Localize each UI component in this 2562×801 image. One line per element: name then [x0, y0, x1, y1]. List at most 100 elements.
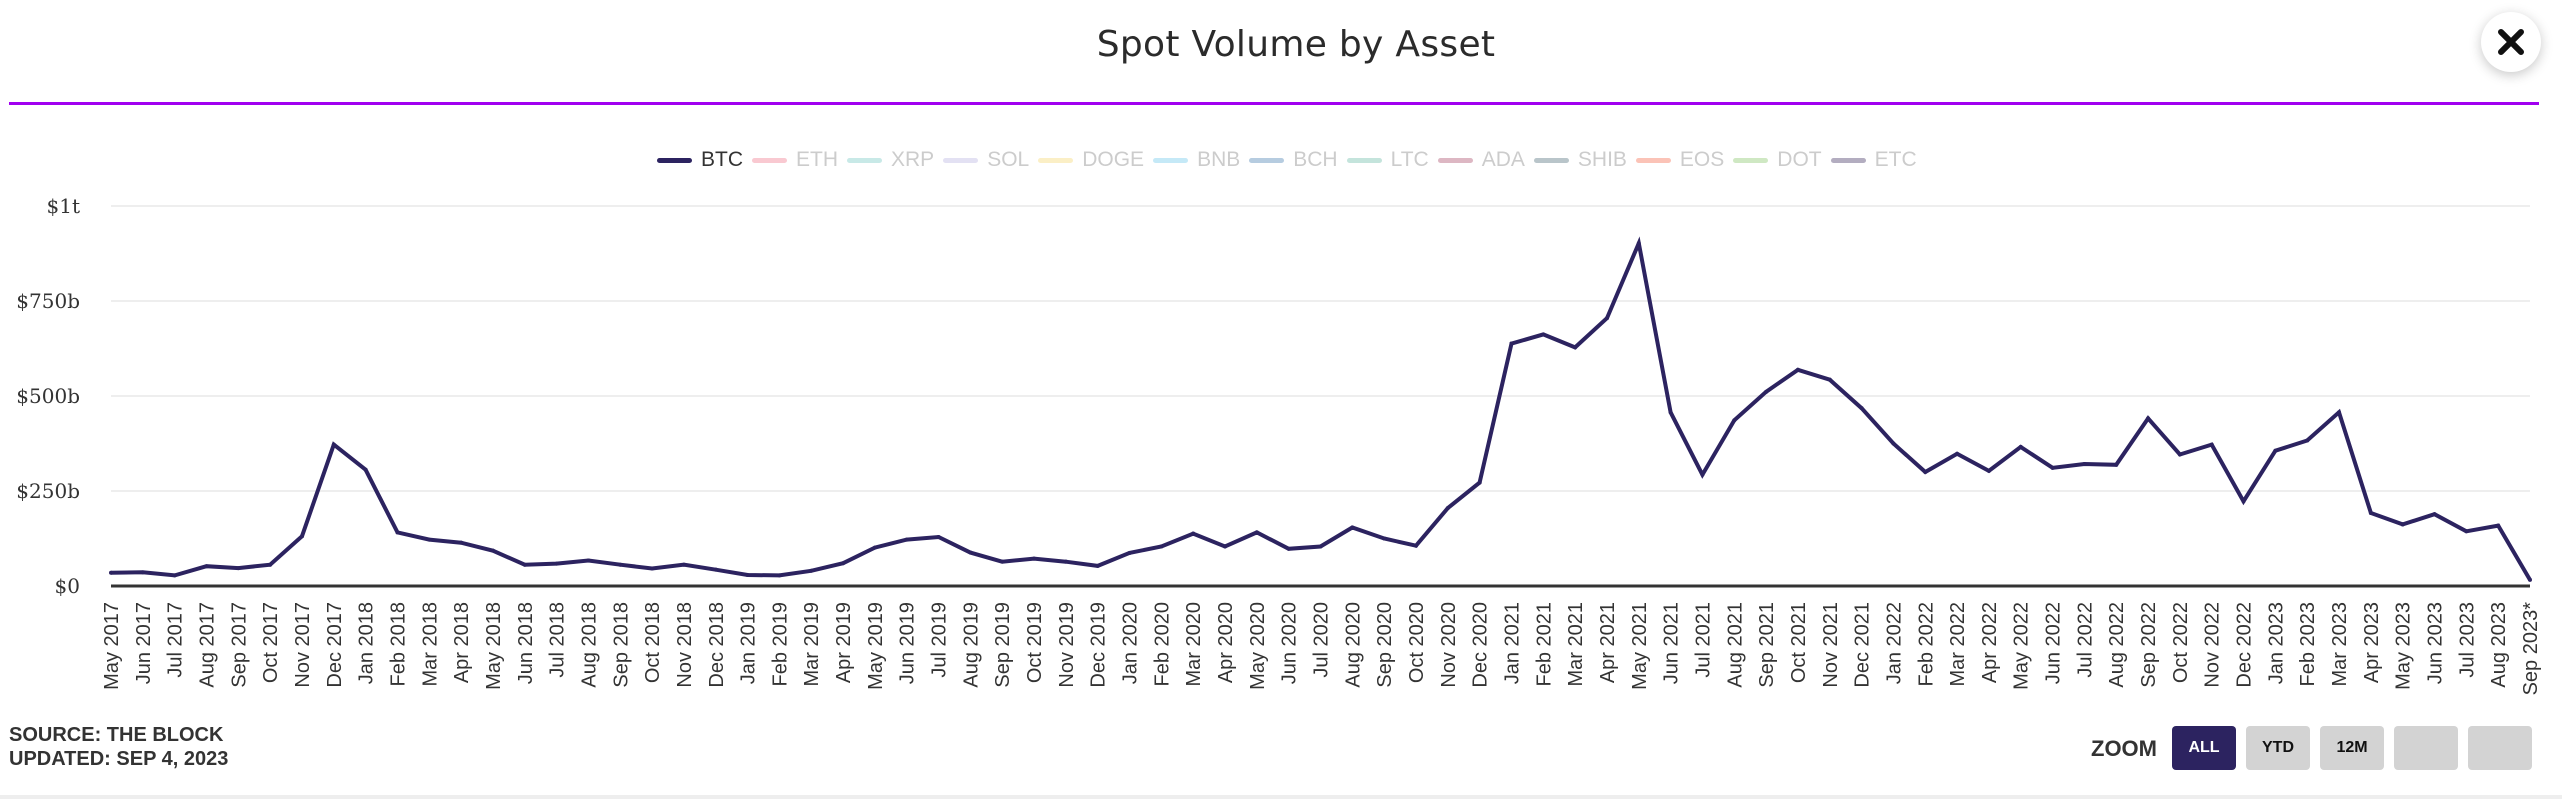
- data-point[interactable]: [395, 530, 400, 535]
- data-point[interactable]: [1032, 556, 1037, 561]
- data-point[interactable]: [1191, 531, 1196, 536]
- data-point[interactable]: [1604, 316, 1609, 321]
- data-point[interactable]: [2273, 448, 2278, 453]
- data-point[interactable]: [1477, 480, 1482, 485]
- data-point[interactable]: [1859, 406, 1864, 411]
- data-point[interactable]: [968, 550, 973, 555]
- data-point[interactable]: [2177, 452, 2182, 457]
- data-point[interactable]: [618, 562, 623, 567]
- data-point[interactable]: [904, 537, 909, 542]
- legend-item-ltc[interactable]: LTC: [1346, 146, 1429, 174]
- data-point[interactable]: [1573, 345, 1578, 350]
- data-point[interactable]: [713, 567, 718, 572]
- legend-item-sol[interactable]: SOL: [943, 146, 1029, 174]
- zoom-blank-button-1[interactable]: [2394, 726, 2458, 770]
- data-point[interactable]: [2464, 529, 2469, 534]
- data-point[interactable]: [1732, 418, 1737, 423]
- legend-item-eth[interactable]: ETH: [752, 146, 838, 174]
- data-point[interactable]: [2496, 523, 2501, 528]
- data-point[interactable]: [1382, 536, 1387, 541]
- data-point[interactable]: [2050, 465, 2055, 470]
- legend-item-etc[interactable]: ETC: [1830, 146, 1917, 174]
- data-point[interactable]: [140, 570, 145, 575]
- close-button[interactable]: [2481, 12, 2541, 72]
- data-point[interactable]: [299, 534, 304, 539]
- legend-item-ada[interactable]: ADA: [1437, 146, 1525, 174]
- legend-item-dot[interactable]: DOT: [1733, 146, 1822, 174]
- data-point[interactable]: [1254, 530, 1259, 535]
- data-point[interactable]: [554, 561, 559, 566]
- data-point[interactable]: [2114, 462, 2119, 467]
- data-point[interactable]: [1541, 332, 1546, 337]
- data-point[interactable]: [1891, 441, 1896, 446]
- data-point[interactable]: [1318, 544, 1323, 549]
- data-point[interactable]: [2209, 442, 2214, 447]
- data-point[interactable]: [1159, 544, 1164, 549]
- legend-item-doge[interactable]: DOGE: [1038, 146, 1144, 174]
- legend-item-shib[interactable]: SHIB: [1533, 146, 1627, 174]
- data-point[interactable]: [1827, 377, 1832, 382]
- data-point[interactable]: [745, 572, 750, 577]
- data-point[interactable]: [331, 442, 336, 447]
- data-point[interactable]: [1986, 468, 1991, 473]
- data-point[interactable]: [2241, 499, 2246, 504]
- zoom-blank-button-2[interactable]: [2468, 726, 2532, 770]
- data-point[interactable]: [1955, 451, 1960, 456]
- data-point[interactable]: [2337, 410, 2342, 415]
- legend-item-bch[interactable]: BCH: [1249, 146, 1338, 174]
- zoom-ytd-button[interactable]: YTD: [2246, 726, 2310, 770]
- data-point[interactable]: [1668, 410, 1673, 415]
- data-point[interactable]: [1095, 563, 1100, 568]
- data-point[interactable]: [2368, 511, 2373, 516]
- data-point[interactable]: [1764, 389, 1769, 394]
- data-point[interactable]: [1413, 543, 1418, 548]
- data-point[interactable]: [109, 570, 113, 575]
- x-tick-label: Aug 2019: [960, 602, 982, 688]
- data-point[interactable]: [681, 562, 686, 567]
- data-point[interactable]: [2082, 462, 2087, 467]
- zoom-12m-button[interactable]: 12M: [2320, 726, 2384, 770]
- data-point[interactable]: [1127, 550, 1132, 555]
- data-point[interactable]: [2432, 512, 2437, 517]
- data-point[interactable]: [936, 534, 941, 539]
- data-point[interactable]: [490, 548, 495, 553]
- legend-label: SOL: [987, 148, 1030, 171]
- legend-item-eos[interactable]: EOS: [1635, 146, 1724, 174]
- data-point[interactable]: [522, 562, 527, 567]
- data-point[interactable]: [2400, 522, 2405, 527]
- data-point[interactable]: [1350, 525, 1355, 530]
- data-point[interactable]: [268, 562, 273, 567]
- data-point[interactable]: [1923, 470, 1928, 474]
- legend-item-btc[interactable]: BTC: [657, 146, 743, 174]
- data-point[interactable]: [1223, 544, 1228, 549]
- data-point[interactable]: [204, 564, 209, 569]
- data-point[interactable]: [1000, 559, 1005, 564]
- data-point[interactable]: [2528, 577, 2532, 582]
- data-point[interactable]: [1445, 506, 1450, 511]
- data-point[interactable]: [1286, 546, 1291, 551]
- legend-item-bnb[interactable]: BNB: [1153, 146, 1240, 174]
- data-point[interactable]: [809, 568, 814, 573]
- data-point[interactable]: [2305, 438, 2310, 443]
- data-point[interactable]: [872, 545, 877, 550]
- data-point[interactable]: [2146, 416, 2151, 421]
- series-line-btc[interactable]: [110, 236, 2532, 581]
- data-point[interactable]: [586, 558, 591, 563]
- legend-item-xrp[interactable]: XRP: [847, 146, 934, 174]
- legend-label: BCH: [1293, 148, 1338, 171]
- data-point[interactable]: [1795, 367, 1800, 372]
- data-point[interactable]: [459, 540, 464, 545]
- data-point[interactable]: [236, 566, 241, 571]
- data-point[interactable]: [650, 566, 655, 571]
- data-point[interactable]: [1063, 559, 1068, 564]
- data-point[interactable]: [427, 537, 432, 542]
- data-point[interactable]: [172, 573, 177, 578]
- data-point[interactable]: [1636, 241, 1641, 246]
- data-point[interactable]: [1509, 341, 1514, 346]
- zoom-all-button[interactable]: ALL: [2172, 726, 2236, 770]
- data-point[interactable]: [1700, 472, 1705, 477]
- data-point[interactable]: [777, 573, 782, 578]
- data-point[interactable]: [363, 467, 368, 472]
- data-point[interactable]: [2018, 444, 2023, 449]
- data-point[interactable]: [841, 561, 846, 566]
